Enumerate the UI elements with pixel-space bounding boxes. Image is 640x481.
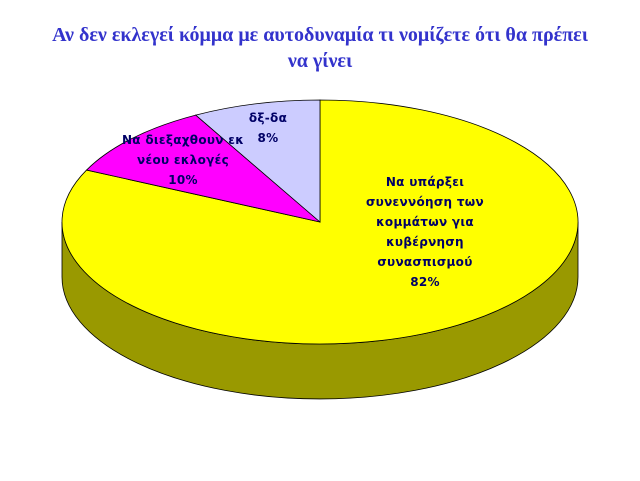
slice-label: Να διεξαχθουν εκ νέου εκλογές 10% bbox=[120, 130, 246, 190]
value-label: 8% bbox=[257, 131, 279, 145]
pie-slice bbox=[85, 114, 321, 223]
slice-label: δξ-δα 8% bbox=[235, 108, 301, 148]
value-label: 82% bbox=[410, 275, 440, 289]
category-label: Να διεξαχθουν εκ νέου εκλογές bbox=[121, 133, 245, 167]
category-label: Να υπάρξει συνεννόηση των κομμάτων για κ… bbox=[366, 175, 484, 269]
value-label: 10% bbox=[168, 173, 198, 187]
chart-title: Αν δεν εκλεγεί κόμμα με αυτοδυναμία τι ν… bbox=[52, 24, 588, 72]
slice-label: Να υπάρξει συνεννόηση των κομμάτων για κ… bbox=[365, 172, 485, 292]
pie-slice bbox=[194, 99, 321, 223]
category-label: δξ-δα bbox=[248, 111, 288, 125]
